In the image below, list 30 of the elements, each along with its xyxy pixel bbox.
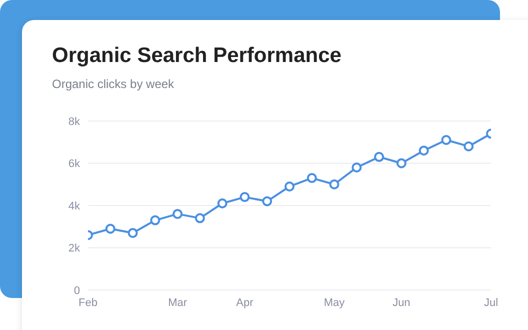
point: [374, 152, 384, 162]
point: [284, 181, 294, 192]
point: [329, 179, 340, 190]
point: [262, 196, 272, 206]
point: [128, 228, 138, 238]
chart-subtitle: Organic clicks by week: [52, 77, 174, 91]
x-tick-label: Mar: [168, 296, 188, 309]
y-tick-label: 8k: [68, 116, 80, 128]
point: [150, 215, 160, 226]
y-tick-label: 0: [74, 284, 80, 297]
point: [396, 158, 406, 168]
point: [464, 141, 474, 152]
y-tick-label: 2k: [68, 242, 80, 255]
y-tick-label: 4k: [68, 200, 80, 212]
x-tick-label: May: [324, 296, 346, 309]
point: [172, 208, 183, 219]
point: [194, 213, 205, 224]
point: [105, 224, 116, 234]
x-tick-label: Jun: [392, 296, 410, 309]
point: [352, 162, 362, 172]
x-tick-label: Apr: [236, 296, 254, 309]
point: [240, 192, 250, 202]
point: [418, 146, 429, 156]
x-tick-label: Jul: [484, 296, 498, 309]
point: [217, 198, 228, 208]
chart-title: Organic Search Performance: [52, 44, 342, 68]
point: [441, 135, 452, 146]
x-tick-label: Feb: [78, 296, 98, 309]
y-tick-label: 6k: [68, 158, 80, 170]
point: [306, 173, 317, 184]
